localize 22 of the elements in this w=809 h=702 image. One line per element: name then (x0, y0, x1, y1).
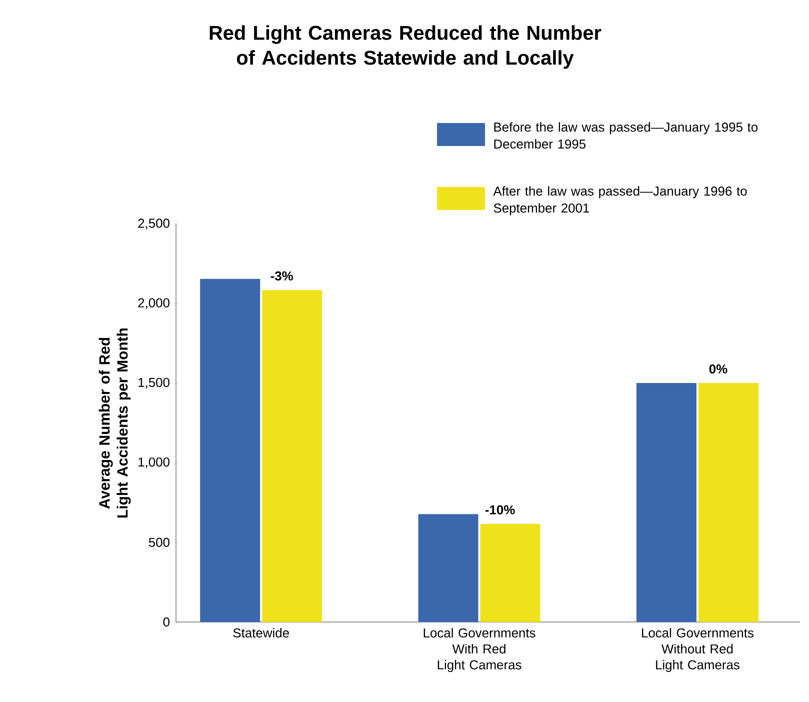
y-tick-label: 2,500 (138, 218, 170, 230)
y-tick-label: 1,000 (138, 457, 170, 468)
y-tick-label: 500 (148, 538, 170, 547)
annotation: -3% (270, 271, 294, 281)
legend-label: After the law was passed—January 1996 to September 2001 (493, 186, 747, 216)
x-tick-label: Local Governments Without Red Light Cameras (642, 628, 754, 672)
bar (262, 290, 322, 622)
chart-title: Red Light Cameras Reduced the Number of Accidents Statewide and Locally (210, 25, 602, 69)
x-tick-label: Statewide (233, 628, 289, 638)
bar (418, 514, 478, 622)
bar (698, 383, 758, 622)
x-tick-label: Local Governments With Red Light Cameras (424, 628, 536, 672)
y-tick-label: 2,000 (138, 298, 170, 309)
y-tick-label: 1,500 (138, 378, 170, 389)
annotation: -10% (485, 505, 515, 514)
bar (200, 278, 260, 622)
legend-label: Before the law was passed—January 1995 to December 1995 (494, 122, 758, 149)
annotation: 0% (709, 364, 728, 374)
y-tick-label: 0 (163, 617, 170, 627)
bar (636, 383, 696, 622)
bar (480, 524, 540, 622)
y-axis-title: Average Number of Red Light Accidents per Month (98, 328, 131, 518)
